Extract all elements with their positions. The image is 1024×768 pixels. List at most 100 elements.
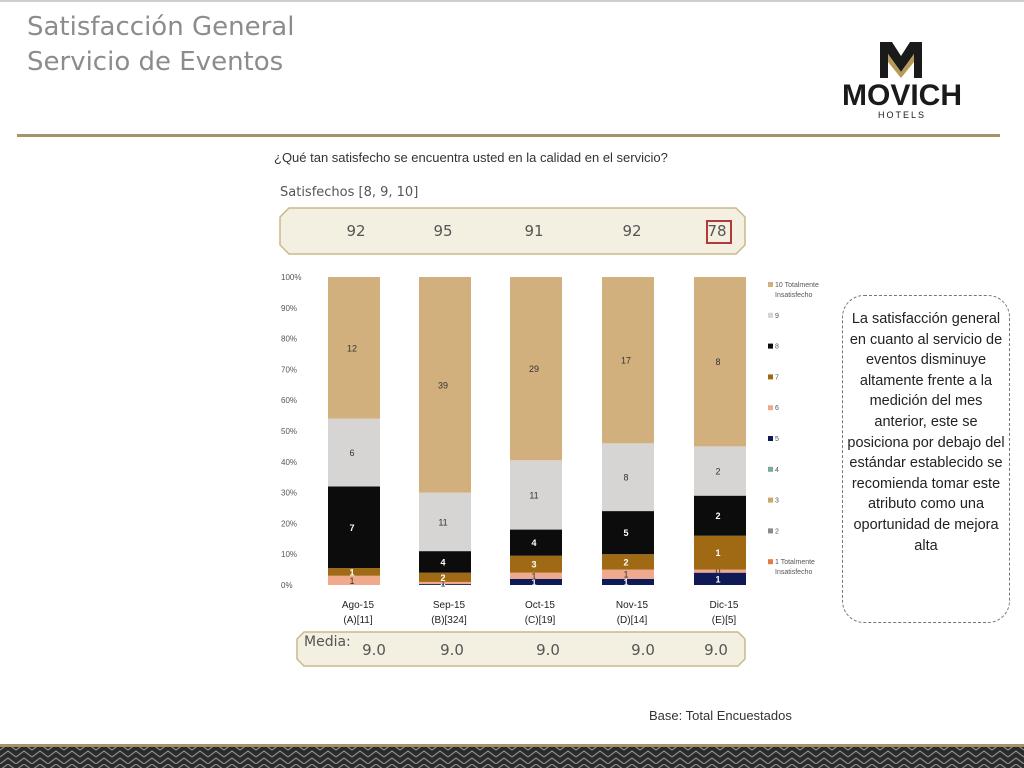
data-label: 8 (623, 473, 628, 483)
data-label: 1 (715, 574, 720, 584)
data-label: 1 (623, 570, 628, 580)
x-tick-sublabel: (E)[5] (712, 615, 737, 626)
bar-segment (694, 535, 746, 570)
bar-segment (510, 555, 562, 573)
bar-segment (328, 568, 380, 576)
data-label: 1 (440, 578, 445, 588)
y-tick-label: 40% (281, 458, 297, 467)
survey-question: ¿Qué tan satisfecho se encuentra usted e… (274, 150, 668, 165)
legend-swatch (768, 312, 773, 318)
bar-segment (602, 443, 654, 512)
bar-segment (328, 575, 380, 585)
legend-swatch (768, 466, 773, 472)
bar-segment (510, 572, 562, 579)
satisfechos-band (279, 207, 746, 255)
satisfechos-label: Satisfechos [8, 9, 10] (280, 185, 419, 200)
top-border (0, 0, 1024, 2)
legend-label: 2 (775, 528, 779, 535)
x-tick-sublabel: (C)[19] (525, 615, 556, 626)
x-tick-sublabel: (B)[324] (431, 615, 467, 626)
data-label: 1 (349, 576, 354, 586)
bar-segment (694, 572, 746, 585)
data-label: 11 (529, 490, 538, 500)
footer-pattern (0, 744, 1024, 768)
data-label: 2 (715, 467, 720, 477)
media-band (296, 631, 746, 667)
bar-segment (602, 578, 654, 585)
data-label: 0 (715, 567, 720, 577)
legend-label: Insatisfecho (775, 292, 812, 299)
bar-segment (510, 578, 562, 585)
x-tick-label: Dic-15 (710, 600, 739, 611)
data-label: 1 (349, 567, 354, 577)
highlight-box (706, 220, 732, 244)
bar-segment (419, 581, 471, 585)
media-value: 9.0 (704, 641, 728, 659)
data-label: 17 (621, 356, 631, 366)
legend-label: 4 (775, 467, 779, 474)
bar-segment (510, 460, 562, 530)
legend-label: 8 (775, 344, 779, 351)
y-tick-label: 50% (281, 427, 297, 436)
legend-label: 5 (775, 436, 779, 443)
legend-swatch (768, 559, 773, 565)
data-label: 3 (531, 560, 536, 570)
legend-label: 9 (775, 313, 779, 320)
y-tick-label: 30% (281, 489, 297, 498)
media-value: 9.0 (536, 641, 560, 659)
data-label: 2 (715, 511, 720, 521)
x-tick-label: Ago-15 (342, 600, 375, 611)
data-label: 2 (623, 557, 628, 567)
bar-segment (694, 446, 746, 496)
y-tick-label: 60% (281, 396, 297, 405)
bar-segment (694, 277, 746, 447)
y-tick-label: 90% (281, 304, 297, 313)
header-rule (17, 134, 1000, 137)
y-tick-label: 20% (281, 519, 297, 528)
data-label: 6 (349, 448, 354, 458)
data-label: 7 (349, 523, 354, 533)
legend-swatch (768, 343, 773, 349)
stacked-bar-chart: 0%10%20%30%40%50%60%70%80%90%100%117612A… (281, 273, 819, 626)
legend-label: 1 Totalmente (775, 559, 815, 566)
callout-text: La satisfacción general en cuanto al ser… (847, 311, 1005, 554)
data-label: 1 (531, 571, 536, 581)
data-label: 4 (440, 557, 445, 567)
x-tick-label: Sep-15 (433, 600, 466, 611)
bar-segment (328, 486, 380, 569)
bar-segment (602, 569, 654, 579)
data-label: 29 (529, 364, 539, 374)
bar-segment (602, 511, 654, 555)
x-tick-sublabel: (D)[14] (617, 615, 648, 626)
bar-segment (510, 529, 562, 556)
y-tick-label: 0% (281, 581, 293, 590)
y-tick-label: 80% (281, 335, 297, 344)
satisfechos-value: 92 (622, 222, 642, 240)
logo-name: MOVICH (842, 79, 962, 112)
bar-segment (328, 418, 380, 487)
legend-swatch (768, 528, 773, 534)
y-tick-label: 100% (281, 273, 301, 282)
legend-label: 10 Totalmente (775, 282, 819, 289)
legend-label: 7 (775, 374, 779, 381)
media-label: Media: (304, 634, 351, 650)
data-label: 1 (623, 577, 628, 587)
media-value: 9.0 (362, 641, 386, 659)
legend-swatch (768, 436, 773, 441)
page-title: Satisfacción General Servicio de Eventos (27, 10, 294, 80)
x-tick-sublabel: (A)[11] (343, 615, 372, 626)
legend-swatch (768, 497, 773, 503)
x-tick-label: Oct-15 (525, 600, 555, 611)
y-tick-label: 10% (281, 550, 297, 559)
legend-label: 6 (775, 405, 779, 412)
data-label: 1 (715, 548, 720, 558)
callout-box (842, 295, 1010, 623)
data-label: 12 (347, 343, 357, 353)
bar-segment (419, 584, 471, 585)
legend-label: Insatisfecho (775, 569, 812, 576)
bar-segment (602, 554, 654, 570)
legend-label: 3 (775, 498, 779, 505)
base-note: Base: Total Encuestados (649, 708, 792, 723)
media-value: 9.0 (631, 641, 655, 659)
bar-segment (694, 495, 746, 536)
